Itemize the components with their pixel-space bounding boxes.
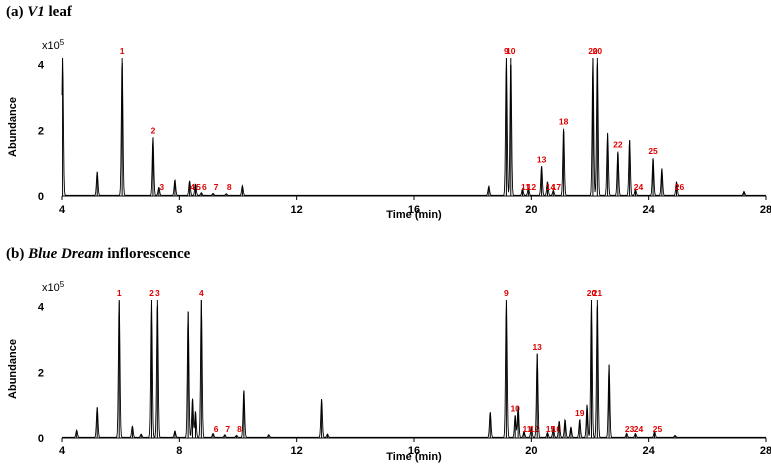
y-tick-label: 0 [38, 191, 44, 203]
x-tick-label: 24 [643, 204, 656, 216]
x-tick-label: 4 [59, 204, 66, 216]
x-tick-label: 8 [176, 445, 182, 457]
peak-label: 11 [523, 424, 532, 434]
peak-label: 1 [120, 46, 125, 56]
x-tick-label: 24 [643, 445, 656, 457]
peak-label: 6 [202, 182, 207, 192]
y-axis-label: Abundance [7, 339, 19, 399]
panel-title-italic: Blue Dream [27, 246, 103, 262]
peak-label: 23 [625, 424, 635, 434]
x-tick-label: 20 [525, 445, 537, 457]
chromatogram-trace [61, 58, 766, 196]
panel-title-rest: inflorescence [104, 246, 191, 262]
x-tick-label: 8 [176, 204, 182, 216]
x-axis-label: Time (min) [386, 209, 442, 221]
panel-title: (a) V1 leaf [6, 4, 73, 20]
peak-label: 2 [151, 126, 156, 136]
y-tick-label: 2 [38, 125, 44, 137]
panel-label: (b) [6, 246, 28, 262]
peak-label: 25 [648, 146, 658, 156]
peak-label: 6 [214, 424, 219, 434]
x-tick-label: 20 [525, 204, 537, 216]
x-tick-label: 16 [408, 204, 420, 216]
peak-label: 12 [530, 424, 540, 434]
peak-label: 24 [634, 424, 644, 434]
peak-label: 24 [634, 182, 644, 192]
peak-label: 2 [149, 288, 154, 298]
peak-label: 20 [587, 288, 597, 298]
peak-label: 5 [196, 182, 201, 192]
peak-label: 4 [190, 182, 195, 192]
x-tick-label: 12 [291, 204, 303, 216]
y-multiplier: x105 [42, 38, 65, 52]
peak-label: 10 [510, 404, 520, 414]
x-tick-label: 28 [760, 204, 771, 216]
chart-panel-b: (b) Blue Dream inflorescence x105 Abundanc… [6, 246, 771, 463]
peak-label: 11 [521, 182, 530, 192]
peak-label: 20 [593, 46, 603, 56]
chromatogram-trace [62, 299, 766, 438]
x-tick-label: 4 [59, 445, 66, 457]
y-tick-label: 2 [38, 367, 44, 379]
x-tick-label: 28 [760, 445, 771, 457]
peak-label: 26 [675, 182, 685, 192]
peak-label: 21 [593, 288, 603, 298]
peak-label: 14 [546, 182, 556, 192]
peak-label: 12 [527, 182, 537, 192]
y-tick-label: 0 [38, 433, 44, 445]
peak-label: 3 [155, 288, 160, 298]
peak-label: 10 [506, 46, 516, 56]
peak-label: 18 [559, 117, 569, 127]
x-axis-label: Time (min) [386, 451, 442, 463]
peak-label: 13 [537, 154, 547, 164]
peak-label: 8 [227, 182, 232, 192]
x-tick-label: 12 [291, 445, 303, 457]
y-multiplier-exponent: 5 [60, 38, 65, 47]
y-axis-label: Abundance [7, 97, 19, 157]
y-multiplier: x105 [42, 280, 65, 294]
peak-label: 4 [199, 288, 204, 298]
x-tick-label: 16 [408, 445, 420, 457]
peak-label: 16 [552, 424, 562, 434]
peak-label: 20 [588, 46, 598, 56]
y-multiplier-base: x10 [42, 282, 60, 294]
y-tick-label: 4 [38, 60, 45, 72]
y-multiplier-base: x10 [42, 40, 60, 52]
panel-title-rest: leaf [45, 4, 73, 20]
peak-label: 3 [159, 182, 164, 192]
peak-label: 1 [117, 288, 122, 298]
peak-label: 8 [237, 424, 242, 434]
peak-label: 15 [546, 424, 556, 434]
peak-label: 17 [552, 182, 562, 192]
peak-label: 9 [504, 46, 509, 56]
y-multiplier-exponent: 5 [60, 280, 65, 289]
y-tick-label: 4 [38, 302, 45, 314]
peak-label: 22 [613, 140, 623, 150]
panel-label: (a) [6, 4, 27, 20]
peak-label: 19 [575, 408, 585, 418]
panel-title: (b) Blue Dream inflorescence [6, 246, 191, 262]
peak-label: 13 [532, 342, 542, 352]
peak-label: 9 [504, 288, 509, 298]
peak-label: 25 [653, 424, 663, 434]
panel-title-italic: V1 [27, 4, 45, 20]
peak-label: 7 [225, 424, 230, 434]
peak-label: 7 [214, 182, 219, 192]
